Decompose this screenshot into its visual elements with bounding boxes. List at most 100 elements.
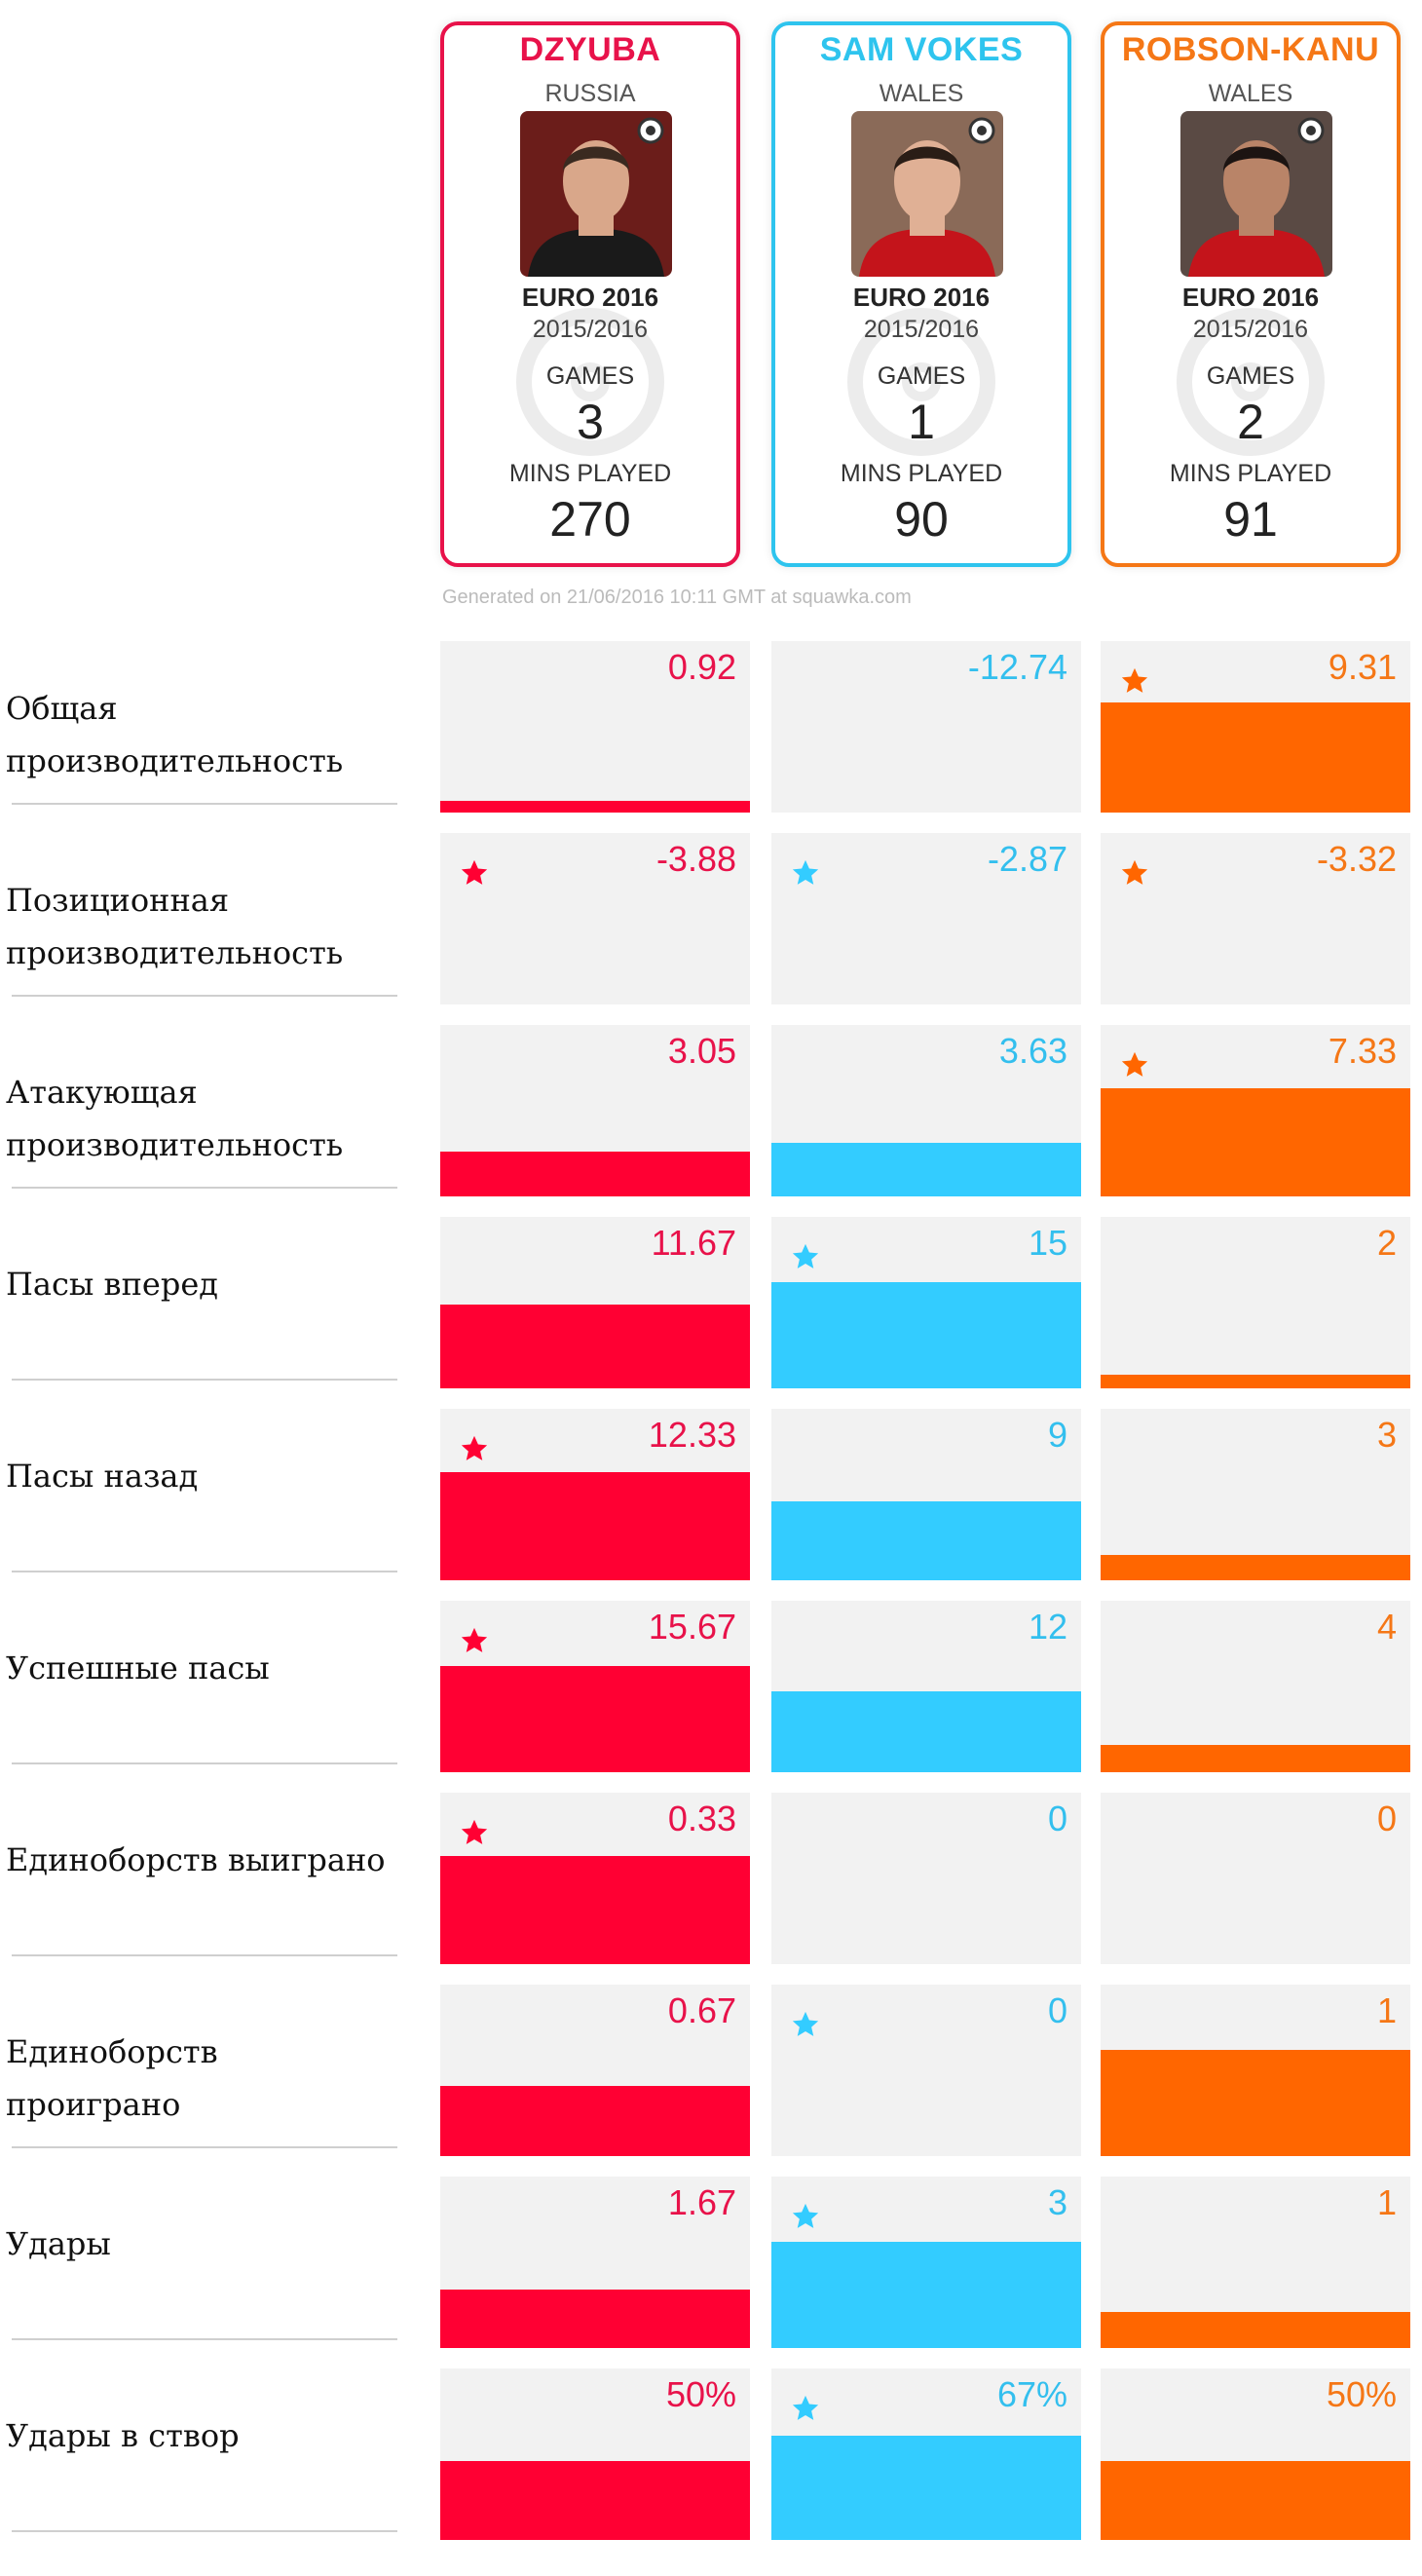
best-star-icon [791,1242,820,1271]
stat-value: 12 [1028,1607,1067,1647]
stat-label: Единоборств выиграно [6,1841,386,1878]
stat-value: 0.33 [667,1799,736,1838]
stat-value: 3.63 [998,1031,1067,1071]
player-country: WALES [879,80,964,107]
mins-label: MINS PLAYED [1169,460,1332,487]
stat-cell: 3 [771,2177,1081,2348]
stat-label: Единоборств проиграно [6,2033,218,2123]
stat-cell: 3.63 [771,1025,1081,1196]
stat-divider [12,1187,397,1189]
season-label: 2015/2016 [1192,316,1309,343]
season-label: 2015/2016 [532,316,649,343]
stat-cell: 50% [1101,2368,1410,2540]
player-photo [520,111,672,277]
player-country: RUSSIA [544,80,636,107]
mins-label: MINS PLAYED [840,460,1003,487]
stat-value: -2.87 [987,839,1067,879]
stat-value: 0 [1376,1799,1397,1838]
stat-bar [440,1152,750,1196]
stat-label: Пасы назад [6,1458,199,1495]
competition-label: EURO 2016 [852,283,991,312]
best-star-icon [1120,858,1149,888]
mins-label: MINS PLAYED [508,460,672,487]
stat-bar [771,1143,1081,1196]
best-star-icon [460,858,489,888]
stat-label: Общая производительность [6,690,344,779]
stat-cell: 0 [771,1985,1081,2156]
stat-cell: 12 [771,1601,1081,1772]
player-name: ROBSON-KANU [1121,31,1380,68]
stat-divider [12,2530,397,2532]
player-card[interactable]: SAM VOKES WALES EURO 2016 2015/2016 GAMES 1 MI… [771,21,1071,567]
stat-cell: 2 [1101,1217,1410,1388]
games-label: GAMES [877,362,966,390]
stat-value: 12.33 [648,1415,736,1455]
mins-value: 91 [1223,492,1278,547]
stat-value: -3.32 [1316,839,1397,879]
stat-value: 11.67 [651,1223,736,1263]
stat-bar [1101,2050,1410,2156]
stat-bar [440,2290,750,2348]
stat-value: 9 [1047,1415,1067,1455]
stat-label: Удары в створ [6,2417,240,2454]
stat-value: 2 [1376,1223,1397,1263]
player-card[interactable]: DZYUBA RUSSIA EURO 2016 2015/2016 GAMES 3 MINS… [440,21,740,567]
stat-bar [440,1472,750,1580]
stat-value: 15.67 [648,1607,736,1647]
stat-bar [1101,2312,1410,2348]
stat-cell: 1 [1101,2177,1410,2348]
player-card[interactable]: ROBSON-KANU WALES EURO 2016 2015/2016 GAMES 2… [1101,21,1401,567]
stat-bar [440,1856,750,1964]
stat-cell: 9 [771,1409,1081,1580]
best-star-icon [791,2010,820,2039]
stat-label: Пасы вперед [6,1266,218,1303]
stat-bar [1101,1088,1410,1196]
games-value: 3 [577,395,604,449]
stat-cell: 1 [1101,1985,1410,2156]
stat-cell: 7.33 [1101,1025,1410,1196]
stat-value: 1 [1376,2182,1397,2222]
player-photo [1180,111,1332,277]
stat-divider [12,2146,397,2148]
games-label: GAMES [545,362,635,390]
competition-label: EURO 2016 [1181,283,1320,312]
season-label: 2015/2016 [863,316,980,343]
stat-divider [12,1571,397,1572]
stat-value: 4 [1376,1607,1397,1647]
stat-cell: 3.05 [440,1025,750,1196]
player-name: SAM VOKES [819,31,1024,68]
stat-value: -12.74 [967,647,1067,687]
best-star-icon [460,1818,489,1847]
stat-cell: 0 [1101,1793,1410,1964]
stat-label: Позиционная производительность [6,882,344,971]
stat-value: 7.33 [1328,1031,1397,1071]
stat-label: Атакующая производительность [6,1074,344,1163]
stat-cell: 4 [1101,1601,1410,1772]
stat-divider [12,1954,397,1956]
stat-value: 3 [1047,2182,1067,2222]
stat-bar [771,2436,1081,2540]
stat-bar [1101,1745,1410,1772]
stat-value: 50% [665,2374,736,2414]
stat-value: 50% [1326,2374,1397,2414]
stat-cell: 15 [771,1217,1081,1388]
best-star-icon [1120,1050,1149,1080]
stat-cell: 15.67 [440,1601,750,1772]
stat-value: 67% [996,2374,1067,2414]
mins-value: 270 [549,492,631,547]
player-photo [851,111,1003,277]
stat-cell: 9.31 [1101,641,1410,813]
stat-value: 0.67 [667,1990,736,2030]
stat-value: 1 [1376,1990,1397,2030]
stat-value: 15 [1028,1223,1067,1263]
stat-bar [771,1691,1081,1772]
stat-bar [440,1666,750,1772]
stat-divider [12,1379,397,1381]
stat-value: 0 [1047,1990,1067,2030]
stat-bar [440,801,750,813]
stat-value: 3.05 [667,1031,736,1071]
stat-cell: 0.67 [440,1985,750,2156]
stat-divider [12,2338,397,2340]
generated-note: Generated on 21/06/2016 10:11 GMT at squ… [442,587,912,608]
best-star-icon [460,1434,489,1463]
